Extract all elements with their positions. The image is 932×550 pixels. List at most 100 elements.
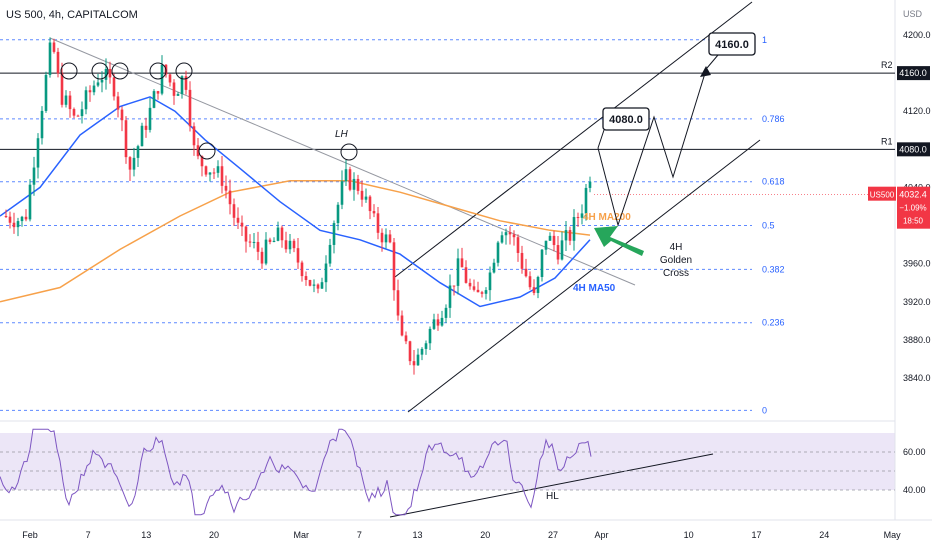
candle-body <box>500 235 504 243</box>
candle-body <box>472 286 476 290</box>
candle-body <box>168 74 172 83</box>
candle-body <box>180 76 184 95</box>
time-tick-label: 13 <box>141 530 151 540</box>
candle-body <box>104 69 108 80</box>
candle-body <box>260 251 264 264</box>
time-tick-label: Apr <box>594 530 608 540</box>
golden-cross-label: Cross <box>663 268 689 279</box>
candle-body <box>68 95 72 110</box>
candle-body <box>328 244 332 264</box>
candle-body <box>584 187 588 214</box>
candle-body <box>464 267 468 283</box>
symbol-tag <box>868 186 896 201</box>
trend-lines: R2 R1 <box>0 1 895 518</box>
projection-arrowhead <box>700 66 711 77</box>
candle-body <box>280 227 284 241</box>
candle-body <box>240 222 244 227</box>
rsi-hl-line <box>389 453 714 518</box>
candle-body <box>376 213 380 233</box>
axes: 4200.04120.04040.03960.03920.03880.03840… <box>22 30 930 540</box>
time-tick-label: 7 <box>357 530 362 540</box>
candle-body <box>64 95 68 105</box>
candle-body <box>56 51 60 74</box>
candle-body <box>232 204 236 218</box>
candle-body <box>284 240 288 250</box>
candle-body <box>580 213 584 218</box>
candle-body <box>436 319 440 326</box>
fib-label-0.382: 0.382 <box>762 264 785 274</box>
candle-body <box>40 110 44 139</box>
candle-body <box>184 76 188 90</box>
candle-body <box>8 216 12 223</box>
ma200-label: 4H MA200 <box>583 212 631 223</box>
candle-body <box>216 166 220 173</box>
level-price-tag <box>897 142 930 157</box>
candle-body <box>344 169 348 182</box>
candle-body <box>160 64 164 94</box>
candle-body <box>16 221 20 228</box>
price-pane[interactable] <box>0 0 895 415</box>
candle-body <box>564 230 568 241</box>
candle-body <box>112 77 116 97</box>
candle-body <box>288 240 292 250</box>
candle-body <box>276 227 280 241</box>
pivot-circle <box>198 142 216 160</box>
candle-body <box>84 90 88 110</box>
lh-label: LH <box>335 129 349 140</box>
candle-body <box>524 268 528 277</box>
candle-body <box>424 343 428 349</box>
price-tick-label: 4120.0 <box>903 106 931 116</box>
pivot-circle <box>340 143 358 161</box>
fib-label-0: 0 <box>762 405 767 415</box>
hl-label: HL <box>546 491 559 502</box>
symbol-tag-text: US500 <box>870 191 895 200</box>
candle-body <box>588 181 592 188</box>
target-1-pointer <box>597 129 605 149</box>
candle-body <box>108 69 112 78</box>
candle-body <box>296 248 300 263</box>
candle-body <box>340 181 344 205</box>
candle-body <box>236 217 240 223</box>
candle-body <box>172 82 176 96</box>
candle-body <box>556 245 560 260</box>
candle-body <box>320 282 324 289</box>
target-2-box <box>708 32 756 56</box>
price-tick-label: 3880.0 <box>903 335 931 345</box>
time-tick-label: 17 <box>751 530 761 540</box>
candle-body <box>144 125 148 130</box>
level-price-tag <box>897 66 930 81</box>
candle-body <box>176 94 180 96</box>
candle-body <box>380 232 384 243</box>
candle-body <box>224 185 228 191</box>
golden-cross-label: Golden <box>660 255 692 266</box>
candle-body <box>484 290 488 294</box>
candle-body <box>44 74 48 111</box>
candle-body <box>80 109 84 117</box>
channel-upper-line <box>394 1 753 278</box>
candle-body <box>96 82 100 86</box>
time-tick-label: 13 <box>412 530 422 540</box>
candle-body <box>428 328 432 344</box>
candle-body <box>404 335 408 342</box>
candle-body <box>532 287 536 293</box>
price-tick-label: 3840.0 <box>903 373 931 383</box>
candle-body <box>60 73 64 105</box>
candle-body <box>468 282 472 287</box>
candle-body <box>540 249 544 277</box>
candle-body <box>20 216 24 222</box>
candle-body <box>36 138 40 168</box>
time-tick-label: 7 <box>86 530 91 540</box>
candle-body <box>496 242 500 263</box>
time-tick-label: 10 <box>684 530 694 540</box>
candle-body <box>504 232 508 236</box>
candle-body <box>300 262 304 277</box>
candle-body <box>212 172 216 174</box>
candle-body <box>204 166 208 175</box>
candle-body <box>272 240 276 242</box>
candle-body <box>576 217 580 219</box>
level-name-R1: R1 <box>881 136 893 146</box>
pivot-circle <box>111 62 129 80</box>
candle-body <box>348 169 352 190</box>
candle-body <box>408 341 412 362</box>
